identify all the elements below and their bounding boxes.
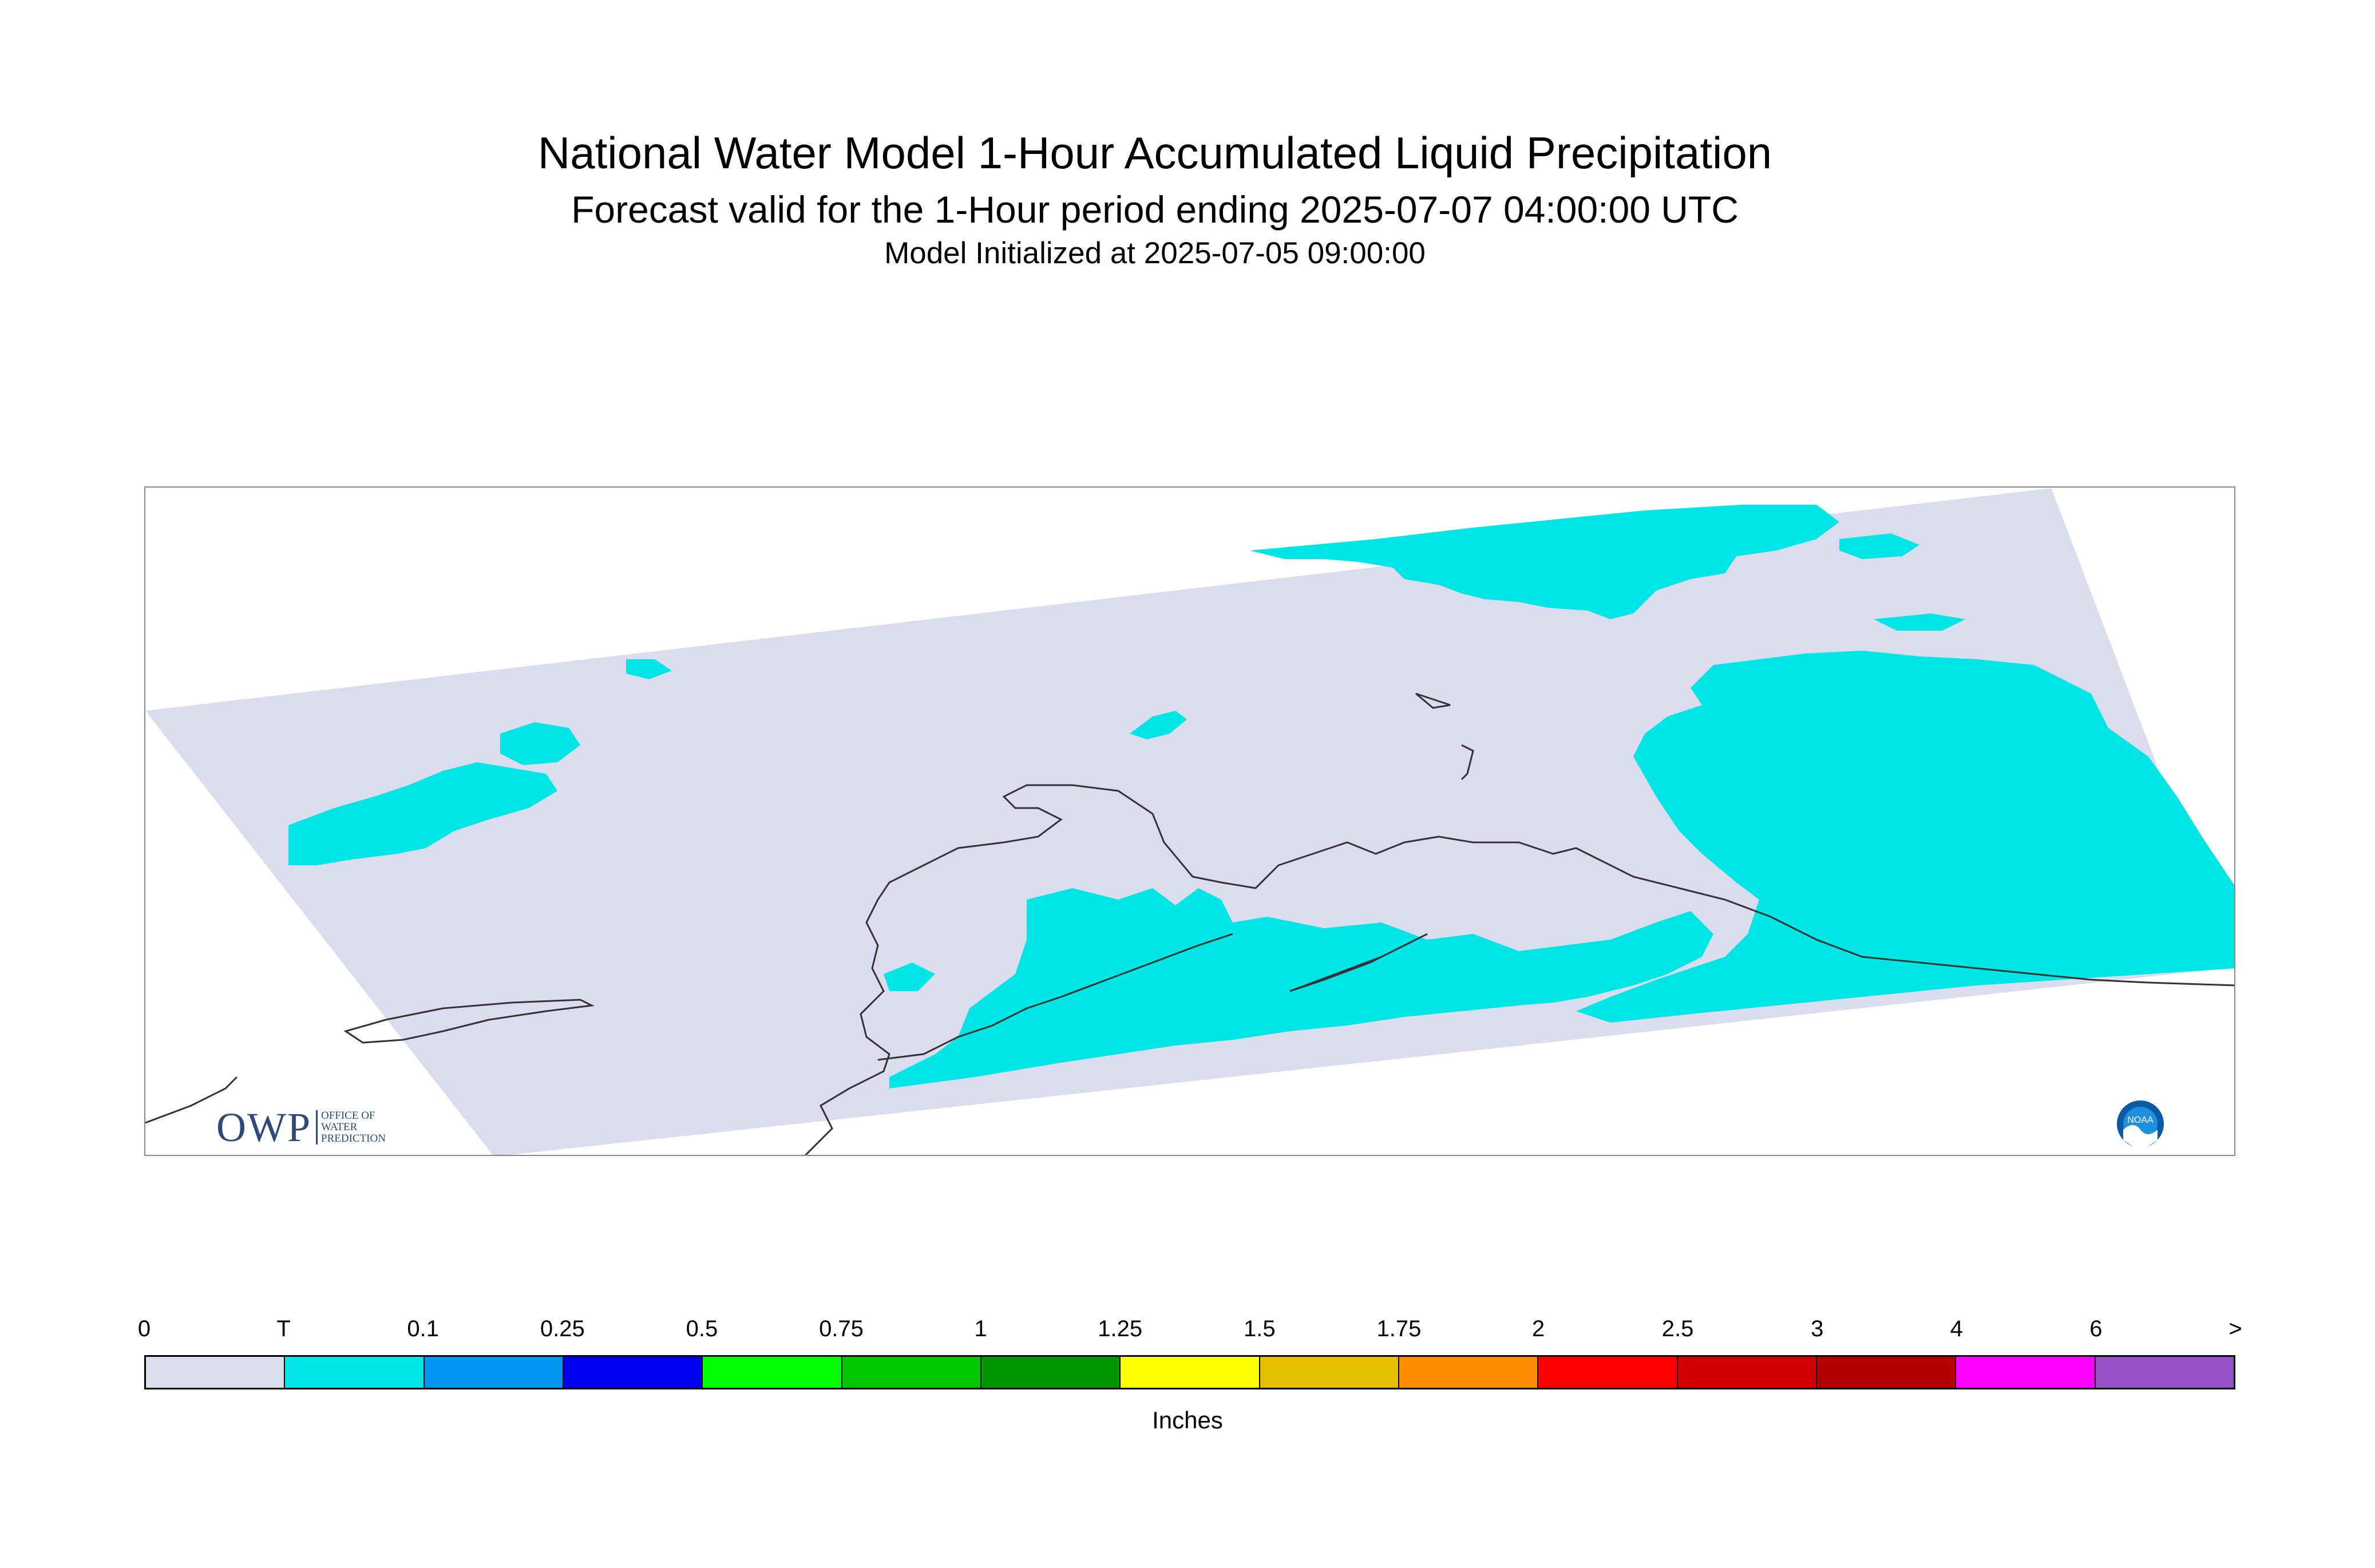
legend-swatch — [842, 1357, 981, 1388]
coastline-mainland — [804, 784, 2234, 1155]
owp-sub-line: OFFICE OF — [321, 1110, 375, 1122]
coastline-west-edge — [145, 1076, 238, 1124]
legend-swatch — [1816, 1357, 1957, 1388]
legend-swatch — [981, 1357, 1121, 1388]
owp-logo-letters: OWP — [216, 1104, 311, 1150]
legend-tick-label: 6 — [2089, 1316, 2103, 1341]
legend-tick-label: 0.25 — [540, 1316, 585, 1341]
coastline-north-island-2 — [1460, 744, 1474, 781]
legend-tick-label: 3 — [1811, 1316, 1824, 1341]
precip-area-east-large — [1576, 651, 2234, 1023]
noaa-logo: NOAA — [2117, 1100, 2164, 1148]
legend-swatch — [1538, 1357, 1678, 1388]
map-title: National Water Model 1-Hour Accumulated … — [537, 128, 1772, 178]
owp-logo: OWP OFFICE OF WATER PREDICTION — [216, 1104, 386, 1150]
legend-swatch — [146, 1357, 286, 1388]
precip-area-south-coast — [889, 888, 1713, 1088]
precip-area-northeast-small — [1839, 533, 1919, 559]
model-init-subtitle: Model Initialized at 2025-07-05 09:00:00 — [884, 236, 1426, 270]
legend-swatch — [2095, 1357, 2234, 1388]
coastline-peninsula — [877, 933, 1233, 1061]
legend-tick-label: 2 — [1531, 1316, 1545, 1341]
legend-tick-label: 1.75 — [1376, 1316, 1422, 1341]
legend-swatch — [1956, 1357, 2096, 1388]
legend-tick-label: 1.5 — [1243, 1316, 1276, 1341]
legend-tick-label: 0 — [137, 1316, 151, 1341]
coastline-north-island — [1415, 692, 1451, 709]
precip-area-west-bay — [884, 963, 935, 991]
precip-area-east-small — [1874, 613, 1965, 631]
legend-tick-label: 0.75 — [819, 1316, 864, 1341]
legend-swatch — [424, 1357, 564, 1388]
precip-area-central-small — [1130, 711, 1187, 739]
legend-tick-label: T — [276, 1316, 291, 1341]
forecast-valid-subtitle: Forecast valid for the 1-Hour period end… — [571, 188, 1739, 231]
legend-tick-label: 2.5 — [1661, 1316, 1694, 1341]
legend-units-label: Inches — [1152, 1407, 1223, 1434]
coastline-kodiak — [1289, 933, 1428, 992]
coastline-west-island — [343, 999, 595, 1044]
legend-swatch — [1677, 1357, 1817, 1388]
legend-swatch — [1399, 1357, 1539, 1388]
legend-swatch — [285, 1357, 425, 1388]
legend-tick-label: 4 — [1950, 1316, 1963, 1341]
legend-swatch — [1121, 1357, 1260, 1388]
legend-tick-label: 1.25 — [1098, 1316, 1143, 1341]
coastlines — [145, 692, 2234, 1155]
owp-sub-line: PREDICTION — [321, 1133, 386, 1145]
legend-swatch — [563, 1357, 703, 1388]
precip-trace-areas — [288, 505, 2234, 1088]
owp-logo-subtext: OFFICE OF WATER PREDICTION — [316, 1110, 386, 1145]
precip-area-west-small-1 — [500, 722, 580, 765]
legend-tick-labels: 0 T 0.1 0.25 0.5 0.75 1 1.25 1.5 1.75 2 2.5 3 4 6 > — [0, 1316, 2375, 1351]
precip-area-north-central — [1250, 505, 1839, 619]
legend-colorbar — [144, 1355, 2235, 1389]
map-panel — [144, 486, 2235, 1156]
legend-swatch — [703, 1357, 842, 1388]
precipitation-map — [145, 488, 2234, 1155]
legend-swatch — [1260, 1357, 1399, 1388]
owp-sub-line: WATER — [321, 1121, 358, 1133]
noaa-logo-text: NOAA — [2127, 1115, 2154, 1125]
legend-tick-label: 0.1 — [407, 1316, 439, 1341]
precip-area-west-cluster — [288, 762, 557, 865]
precip-area-west-small-2 — [626, 659, 672, 679]
legend-tick-label: 1 — [974, 1316, 987, 1341]
legend-tick-label: 0.5 — [686, 1316, 718, 1341]
legend-tick-label: > — [2228, 1316, 2242, 1341]
